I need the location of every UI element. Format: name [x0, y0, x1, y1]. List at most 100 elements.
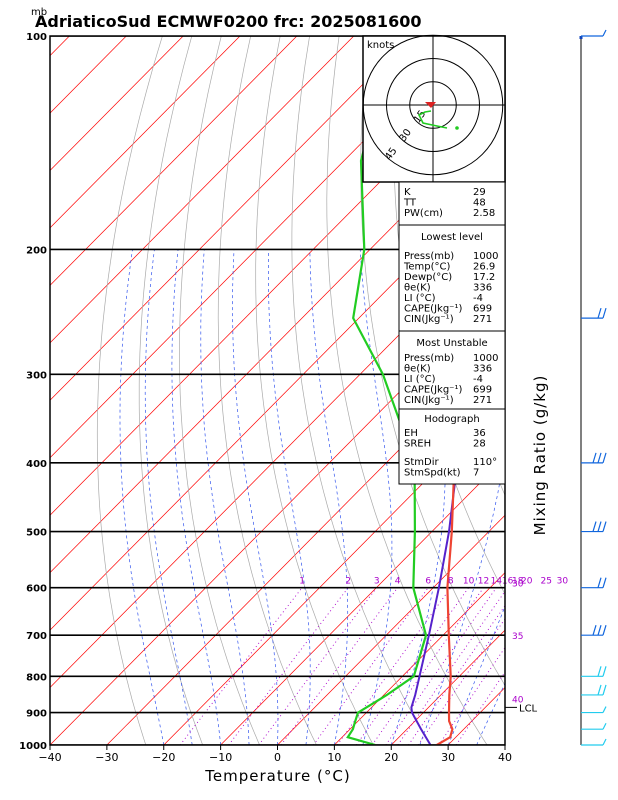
wind-barb-flag	[602, 625, 607, 636]
index-value: 36	[473, 428, 486, 439]
x-tick-label: −20	[152, 751, 175, 764]
isotherm-line	[50, 36, 468, 459]
wind-barb-flag	[592, 521, 597, 532]
index-value: -4	[473, 374, 483, 385]
wind-barb-flag	[592, 452, 597, 464]
mixing-ratio-tick-label: 1	[299, 577, 305, 587]
wind-barb-flag	[592, 625, 597, 636]
index-value: 271	[473, 395, 492, 406]
wind-barb-flag	[597, 684, 602, 696]
index-label: CIN(Jkg⁻¹)	[404, 314, 454, 325]
index-label: LI (°C)	[404, 374, 436, 385]
index-value: 336	[473, 283, 492, 294]
index-value: 110°	[473, 457, 497, 468]
index-label: Dewp(°C)	[404, 272, 452, 283]
dry-adiabat-line	[138, 36, 204, 745]
index-label: CAPE(Jkg⁻¹)	[404, 385, 462, 396]
index-label: SREH	[404, 439, 431, 450]
index-value: 7	[473, 468, 479, 479]
hodograph-end-point	[455, 126, 459, 130]
side-scale-label: 40	[512, 696, 524, 706]
x-tick-label: −10	[209, 751, 232, 764]
side-scale-label: 30	[512, 580, 524, 590]
pressure-tick-label: 400	[26, 459, 47, 470]
x-tick-label: 30	[441, 751, 455, 764]
index-value: 699	[473, 385, 492, 396]
wind-barb-flag	[602, 577, 607, 588]
index-value: 29	[473, 187, 486, 198]
mixing-ratio-axis-label: Mixing Ratio (g/kg)	[531, 375, 549, 536]
x-tick-label: 20	[384, 751, 398, 764]
indices-box	[398, 224, 506, 332]
isotherm-line	[50, 36, 355, 344]
index-label: StmDir	[404, 457, 439, 468]
mixing-ratio-tick-label: 6	[425, 577, 431, 587]
isotherm-line	[334, 572, 505, 745]
wind-barb-flag	[597, 666, 602, 677]
dry-adiabat-line	[217, 36, 317, 745]
pressure-tick-label: 500	[26, 528, 47, 539]
chart-title: AdriaticoSud ECMWF0200 frc: 2025081600	[35, 12, 421, 31]
indices-section-title: Most Unstable	[416, 338, 487, 349]
indices-section-title: Hodograph	[424, 414, 479, 425]
index-label: EH	[404, 428, 418, 439]
isotherm-line	[50, 170, 505, 631]
pressure-tick-label: 200	[26, 245, 47, 256]
lcl-label: LCL	[519, 703, 538, 714]
isotherm-line	[220, 457, 505, 745]
hodograph-trace	[417, 102, 459, 130]
index-value: 271	[473, 314, 492, 325]
storm-motion-marker	[425, 102, 436, 108]
wind-barb-flag	[602, 706, 607, 713]
dry-adiabat-line	[360, 36, 505, 687]
pressure-tick-label: 300	[26, 370, 47, 381]
indices-section-title: Lowest level	[421, 232, 483, 243]
mixing-ratio-line	[397, 590, 505, 745]
mixing-ratio-tick-label: 4	[395, 577, 401, 587]
wind-barb-flag	[602, 666, 607, 677]
wind-barb-flag	[597, 521, 602, 532]
wind-barbs	[579, 29, 607, 746]
index-value: 336	[473, 364, 492, 375]
dry-adiabat-line	[96, 36, 163, 745]
moist-adiabat-line	[476, 682, 505, 745]
wind-barb-flag	[602, 521, 607, 532]
isotherm-line	[163, 399, 505, 745]
mixing-ratio-line	[385, 587, 497, 745]
hodograph-trace-line	[417, 110, 448, 129]
isotherm-line	[50, 36, 411, 401]
index-label: θe(K)	[404, 364, 431, 375]
index-label: CIN(Jkg⁻¹)	[404, 395, 454, 406]
pressure-unit-label: mb	[31, 7, 47, 18]
indices-box	[398, 408, 506, 485]
index-value: 26.9	[473, 262, 495, 273]
pressure-tick-label: 700	[26, 631, 47, 642]
wind-barb-flag	[602, 738, 607, 746]
x-tick-label: 0	[274, 751, 281, 764]
isotherm-line	[50, 36, 298, 286]
indices-box	[398, 181, 506, 226]
background-grid	[50, 36, 505, 745]
index-value: 699	[473, 304, 492, 315]
x-tick-label: −30	[95, 751, 118, 764]
index-value: 17.2	[473, 272, 495, 283]
wind-barb-flag	[602, 684, 607, 696]
dry-adiabat-line	[179, 36, 260, 745]
index-label: PW(cm)	[404, 208, 443, 219]
index-value: 1000	[473, 251, 498, 262]
mixing-ratio-tick-label: 30	[557, 577, 569, 587]
x-tick-label: −40	[38, 751, 61, 764]
pressure-tick-label: 1000	[19, 741, 47, 752]
hodograph-units-label: knots	[367, 40, 394, 51]
wind-barb-flag	[602, 722, 607, 730]
mixing-ratio-tick-label: 25	[540, 577, 551, 587]
isotherm-line	[50, 36, 241, 229]
x-tick-label: 40	[498, 751, 512, 764]
pressure-tick-label: 900	[26, 709, 47, 720]
dry-adiabat-line	[255, 36, 374, 745]
mixing-ratio-tick-label: 18	[512, 577, 524, 587]
wind-barb-flag	[602, 29, 607, 37]
